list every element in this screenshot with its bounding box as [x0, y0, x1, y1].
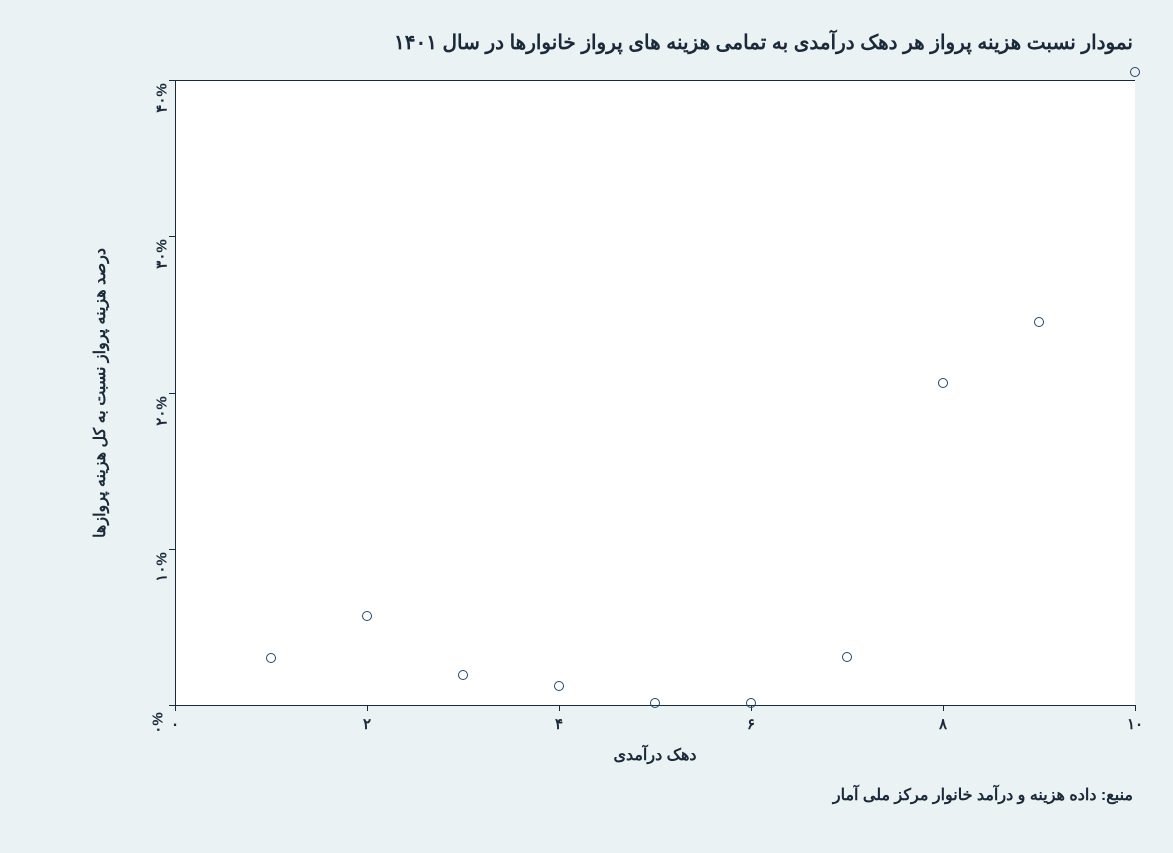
- data-point: [746, 698, 756, 708]
- x-axis-label: دهک درآمدی: [613, 745, 696, 765]
- data-point: [266, 653, 276, 663]
- data-point: [362, 611, 372, 621]
- source-text: منبع: داده هزینه و درآمد خانوار مرکز ملی…: [833, 785, 1133, 805]
- x-tick-label: ۲: [363, 715, 371, 733]
- y-tick: [169, 549, 175, 550]
- y-tick-label: ۴۰%: [153, 83, 171, 112]
- y-tick: [169, 236, 175, 237]
- y-tick: [169, 393, 175, 394]
- y-axis-label: درصد هزینه پرواز نسبت به کل هزینه پروازه…: [90, 248, 110, 538]
- data-point: [458, 670, 468, 680]
- y-axis-line: [175, 80, 176, 705]
- chart-title: نمودار نسبت هزینه پرواز هر دهک درآمدی به…: [40, 30, 1133, 55]
- x-tick: [367, 705, 368, 711]
- x-tick-label: ۴: [555, 715, 563, 733]
- x-tick: [1135, 705, 1136, 711]
- x-tick-label: ۱۰: [1127, 715, 1143, 733]
- x-tick: [559, 705, 560, 711]
- y-tick-label: ۳۰%: [153, 240, 171, 269]
- x-tick: [943, 705, 944, 711]
- data-point: [554, 681, 564, 691]
- x-tick: [175, 705, 176, 711]
- y-tick-label: ۰%: [149, 712, 167, 733]
- data-point: [1130, 67, 1140, 77]
- y-tick-label: ۱۰%: [153, 552, 171, 581]
- data-point: [650, 698, 660, 708]
- data-point: [842, 652, 852, 662]
- data-point: [938, 378, 948, 388]
- chart-container: نمودار نسبت هزینه پرواز هر دهک درآمدی به…: [0, 0, 1173, 853]
- y-tick: [169, 80, 175, 81]
- plot-area: [175, 80, 1135, 705]
- x-tick-label: ۸: [939, 715, 947, 733]
- x-tick-label: ۶: [747, 715, 755, 733]
- y-tick: [169, 705, 175, 706]
- y-tick-label: ۲۰%: [153, 396, 171, 425]
- data-point: [1034, 317, 1044, 327]
- x-tick-label: ۰: [171, 715, 179, 733]
